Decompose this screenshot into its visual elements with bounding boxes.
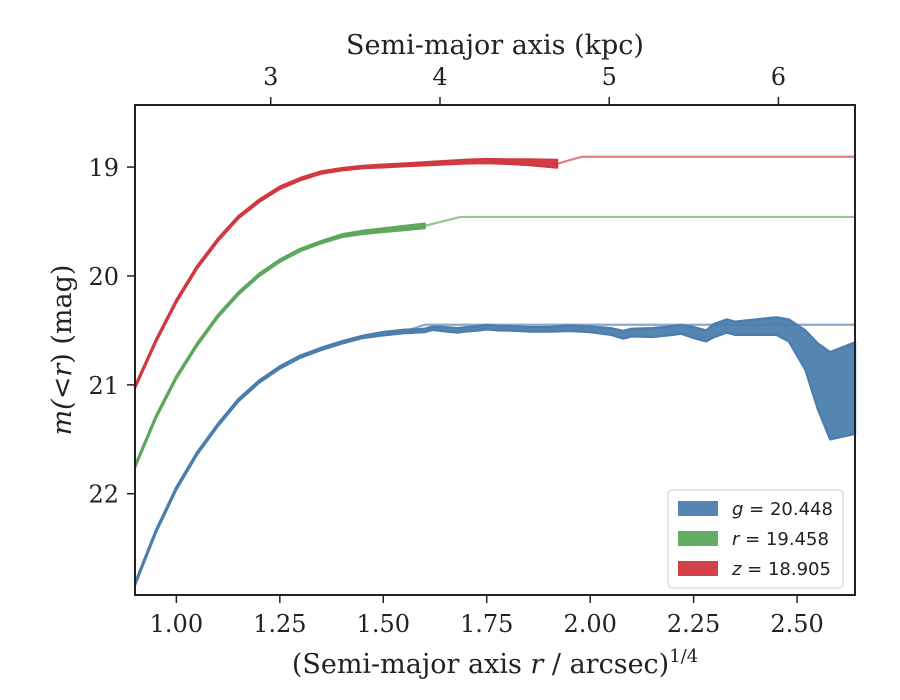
- legend-swatch-g: [678, 501, 718, 516]
- top-tick-label-2: 5: [602, 63, 617, 91]
- y-tick-label-0: 19: [88, 154, 119, 182]
- legend-label-r: r = 19.458: [732, 529, 829, 550]
- x-tick-label-3: 1.75: [460, 610, 513, 638]
- y-tick-label-3: 22: [88, 481, 119, 509]
- x-ticks: 1.00 1.25 1.50 1.75 2.00 2.25 2.50: [150, 595, 824, 638]
- y-tick-label-2: 21: [88, 372, 119, 400]
- top-tick-label-0: 3: [263, 63, 278, 91]
- x-tick-label-1: 1.25: [253, 610, 306, 638]
- x-tick-label-5: 2.25: [667, 610, 720, 638]
- fit-line-r: [133, 215, 855, 467]
- band-r: [133, 222, 426, 469]
- fit-line-z: [133, 155, 855, 388]
- legend-label-z: z = 18.905: [731, 559, 831, 580]
- legend-swatch-r: [678, 531, 718, 546]
- y-tick-label-1: 20: [88, 263, 119, 291]
- top-tick-label-1: 4: [432, 63, 447, 91]
- x-tick-label-0: 1.00: [150, 610, 203, 638]
- top-x-ticks: 3 4 5 6: [263, 63, 786, 105]
- x-axis-label: (Semi-major axis r / arcsec)1/4: [292, 646, 698, 680]
- top-axis-label: Semi-major axis (kpc): [346, 30, 644, 61]
- legend-swatch-z: [678, 561, 718, 576]
- x-tick-label-4: 2.00: [563, 610, 616, 638]
- band-z: [133, 157, 559, 390]
- x-tick-label-6: 2.50: [770, 610, 823, 638]
- legend: g = 20.448 r = 19.458 z = 18.905: [667, 489, 844, 589]
- legend-label-g: g = 20.448: [732, 499, 833, 520]
- top-tick-label-3: 6: [771, 63, 786, 91]
- y-ticks: 19 20 21 22: [88, 154, 135, 509]
- plot-frame: [134, 104, 856, 596]
- x-tick-label-2: 1.50: [357, 610, 410, 638]
- y-axis-label: m(<r) (mag): [47, 265, 78, 436]
